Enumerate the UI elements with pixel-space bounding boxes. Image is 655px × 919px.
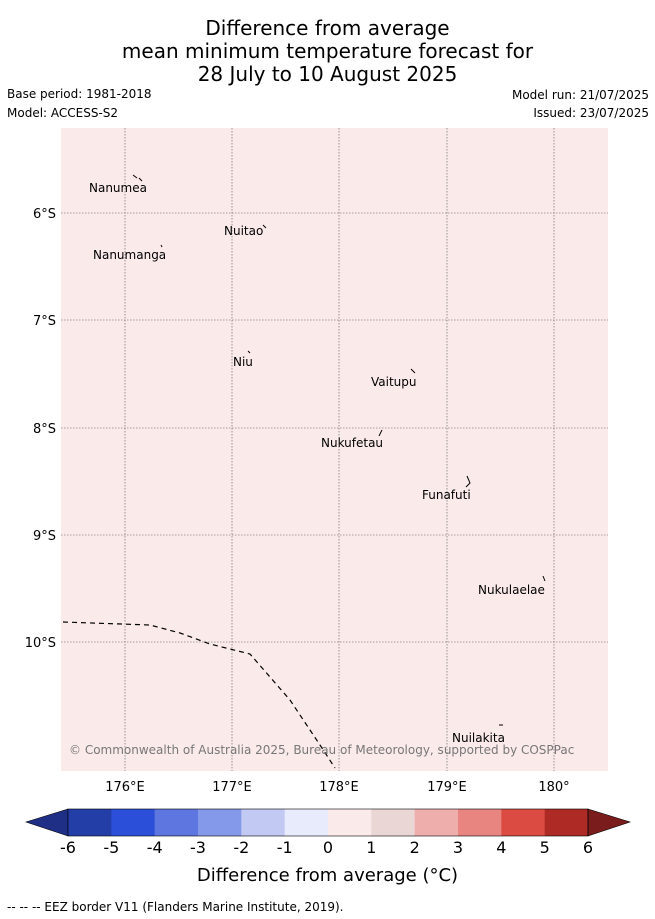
island-vaitupu-shape — [410, 368, 416, 374]
graticule — [61, 128, 608, 771]
island-niu-shape — [247, 350, 251, 354]
eez-footnote: -- -- -- EEZ border V11 (Flanders Marine… — [7, 900, 344, 914]
copyright-notice: © Commonwealth of Australia 2025, Bureau… — [69, 743, 574, 757]
lat-label-10: 10°S — [25, 636, 56, 651]
island-nukufetau-shape — [378, 429, 383, 437]
lat-label-6: 6°S — [33, 207, 56, 222]
colorbar: -6 -5 -4 -3 -2 -1 0 1 2 3 4 5 6 — [25, 808, 631, 857]
colorbar-frame — [67, 808, 589, 837]
map-panel — [61, 128, 608, 771]
island-nukulaelae-shape — [542, 575, 546, 582]
base-period-label: Base period: 1981-2018 — [7, 87, 152, 101]
model-run-label: Model run: 21/07/2025 — [511, 88, 649, 102]
island-funafuti-shape — [465, 475, 471, 488]
lon-label-176: 176°E — [105, 780, 145, 795]
colorbar-tick-label: 4 — [496, 838, 506, 857]
place-label-nanumanga: Nanumanga — [93, 248, 166, 262]
issued-label: Issued: 23/07/2025 — [533, 106, 649, 120]
lon-label-177: 177°E — [212, 780, 252, 795]
colorbar-tick-label: 3 — [453, 838, 463, 857]
colorbar-tick-label: -3 — [190, 838, 206, 857]
colorbar-tick-label: 5 — [540, 838, 550, 857]
colorbar-segments — [68, 809, 589, 836]
colorbar-segment — [458, 809, 502, 836]
colorbar-segment — [68, 809, 112, 836]
colorbar-tick-label: -6 — [60, 838, 76, 857]
place-label-vaitupu: Vaitupu — [371, 375, 417, 389]
model-label: Model: ACCESS-S2 — [7, 106, 119, 120]
lon-label-178: 178°E — [319, 780, 359, 795]
colorbar-low-extend — [25, 808, 69, 837]
place-label-niu: Niu — [233, 355, 253, 369]
colorbar-tick-label: -4 — [147, 838, 163, 857]
colorbar-tick-label: 6 — [583, 838, 593, 857]
place-label-nuitao: Nuitao — [224, 224, 263, 238]
island-nanumea-shape — [132, 174, 143, 182]
colorbar-segment — [328, 809, 372, 836]
colorbar-tick-label: 0 — [323, 838, 333, 857]
title-line-2: mean minimum temperature forecast for — [121, 39, 534, 63]
islands — [132, 174, 546, 726]
colorbar-segment — [111, 809, 156, 836]
colorbar-segment — [501, 809, 546, 836]
colorbar-tick-label: -5 — [103, 838, 119, 857]
colorbar-tick-label: 1 — [366, 838, 376, 857]
colorbar-ticks: -6 -5 -4 -3 -2 -1 0 1 2 3 4 5 6 — [60, 838, 593, 857]
place-label-funafuti: Funafuti — [422, 488, 471, 502]
lat-label-9: 9°S — [33, 529, 56, 544]
place-label-nanumea: Nanumea — [89, 181, 147, 195]
colorbar-tick-label: -2 — [233, 838, 249, 857]
colorbar-tick-label: 2 — [410, 838, 420, 857]
lat-label-7: 7°S — [33, 314, 56, 329]
island-nuitao-shape — [262, 224, 267, 229]
eez-border — [62, 621, 336, 769]
place-label-nukulaelae: Nukulaelae — [478, 583, 545, 597]
lon-label-180: 180° — [538, 780, 569, 795]
colorbar-segment — [414, 809, 459, 836]
colorbar-segment — [371, 809, 416, 836]
colorbar-segment — [544, 809, 589, 836]
island-nanumanga-shape — [160, 244, 163, 248]
colorbar-axis-title: Difference from average (°C) — [196, 865, 459, 886]
colorbar-tick-label: -1 — [277, 838, 293, 857]
colorbar-segment — [154, 809, 199, 836]
title-line-1: Difference from average — [205, 16, 450, 40]
title-line-3: 28 July to 10 August 2025 — [197, 62, 458, 86]
map-title: Difference from average mean minimum tem… — [0, 17, 655, 86]
colorbar-high-extend — [587, 808, 631, 837]
lat-label-8: 8°S — [33, 422, 56, 437]
colorbar-segment — [284, 809, 329, 836]
lon-label-179: 179°E — [427, 780, 467, 795]
colorbar-segment — [198, 809, 242, 836]
place-label-nuilakita: Nuilakita — [452, 731, 505, 745]
place-label-nukufetau: Nukufetau — [321, 436, 383, 450]
colorbar-segment — [241, 809, 286, 836]
